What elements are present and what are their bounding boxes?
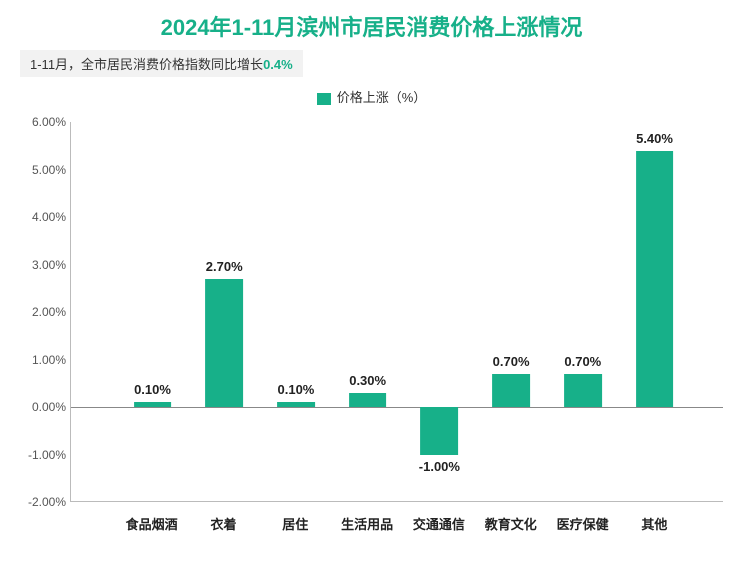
chart-container: 2024年1-11月滨州市居民消费价格上涨情况 1-11月，全市居民消费价格指数… (0, 0, 743, 587)
zero-line (71, 407, 723, 408)
y-axis: -2.00%-1.00%0.00%1.00%2.00%3.00%4.00%5.0… (12, 122, 70, 502)
bar-value-label: 0.10% (134, 382, 171, 397)
legend-swatch (317, 93, 331, 105)
bar (636, 151, 674, 408)
x-axis: 食品烟酒 衣着 居住 生活用品 交通通信 教育文化 医疗保健 其他 (70, 506, 723, 546)
x-tick-label: 食品烟酒 (126, 514, 178, 533)
legend-label: 价格上涨（%） (337, 90, 427, 105)
chart-area: -2.00% -1.00% 0.00% 1.00% 2.00% 3.00% 4.00% 5.0… (12, 122, 723, 552)
bar (349, 393, 387, 407)
bar (420, 407, 458, 455)
x-tick-label: 衣着 (210, 514, 236, 533)
bar (134, 402, 172, 407)
bar-value-label: 0.30% (349, 373, 386, 388)
x-tick-label: 生活用品 (341, 514, 393, 533)
bar-value-label: 0.10% (278, 382, 315, 397)
x-tick-label: 居住 (282, 514, 308, 533)
subtitle-prefix: 1-11月，全市居民消费价格指数同比增长 (30, 57, 263, 72)
subtitle-box: 1-11月，全市居民消费价格指数同比增长0.4% (20, 50, 303, 77)
y-tick-label: 3.00% (32, 258, 66, 272)
bar-value-label: 0.70% (493, 354, 530, 369)
bar-value-label: 2.70% (206, 259, 243, 274)
x-tick-label: 医疗保健 (557, 514, 609, 533)
bar (277, 402, 315, 407)
chart-title: 2024年1-11月滨州市居民消费价格上涨情况 (0, 10, 743, 42)
y-tick-label: 6.00% (32, 115, 66, 129)
x-tick-label: 交通通信 (413, 514, 465, 533)
y-tick-label: 4.00% (32, 210, 66, 224)
subtitle-highlight: 0.4% (263, 57, 293, 72)
x-tick-label: 其他 (641, 514, 667, 533)
y-tick-label: -1.00% (28, 448, 66, 462)
bar-value-label: 0.70% (564, 354, 601, 369)
y-tick-label: 5.00% (32, 163, 66, 177)
bar (205, 279, 243, 407)
chart-legend: 价格上涨（%） (0, 87, 743, 106)
x-tick-label: 教育文化 (485, 514, 537, 533)
bar-value-label: 5.40% (636, 131, 673, 146)
y-tick-label: 2.00% (32, 305, 66, 319)
bar-value-label: -1.00% (419, 459, 460, 474)
y-tick-label: 0.00% (32, 400, 66, 414)
y-tick-label: 1.00% (32, 353, 66, 367)
plot-area: 0.10% 2.70% 0.10% 0.30% -1.00% 0.70% 0.70% 5.40… (70, 122, 723, 502)
bar (492, 374, 530, 407)
bar (564, 374, 602, 407)
y-tick-label: -2.00% (28, 495, 66, 509)
